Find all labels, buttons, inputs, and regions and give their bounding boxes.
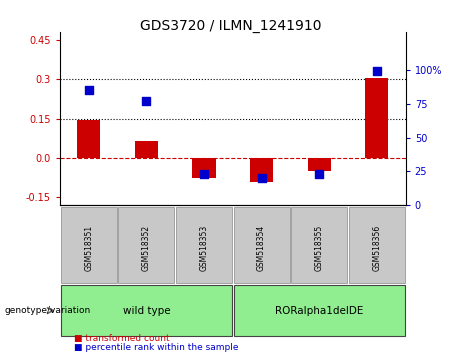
Bar bbox=[193, 158, 216, 178]
Point bbox=[200, 171, 207, 177]
Point bbox=[142, 98, 150, 104]
Bar bbox=[77, 120, 100, 158]
Point bbox=[258, 175, 266, 181]
Point bbox=[373, 68, 381, 74]
Bar bbox=[308, 158, 331, 171]
Text: GDS3720 / ILMN_1241910: GDS3720 / ILMN_1241910 bbox=[140, 19, 321, 34]
Text: wild type: wild type bbox=[123, 306, 170, 316]
Text: GSM518354: GSM518354 bbox=[257, 225, 266, 271]
Text: RORalpha1delDE: RORalpha1delDE bbox=[275, 306, 363, 316]
Bar bbox=[135, 141, 158, 158]
Text: GSM518356: GSM518356 bbox=[372, 225, 381, 271]
Text: GSM518355: GSM518355 bbox=[315, 225, 324, 271]
Text: ■ percentile rank within the sample: ■ percentile rank within the sample bbox=[74, 343, 238, 353]
Text: GSM518353: GSM518353 bbox=[200, 225, 208, 271]
Point bbox=[85, 87, 92, 93]
Text: genotype/variation: genotype/variation bbox=[5, 306, 91, 315]
Point bbox=[315, 171, 323, 177]
Bar bbox=[250, 158, 273, 182]
Text: GSM518351: GSM518351 bbox=[84, 225, 93, 271]
Text: GSM518352: GSM518352 bbox=[142, 225, 151, 271]
Text: ■ transformed count: ■ transformed count bbox=[74, 333, 169, 343]
Bar bbox=[365, 78, 388, 158]
